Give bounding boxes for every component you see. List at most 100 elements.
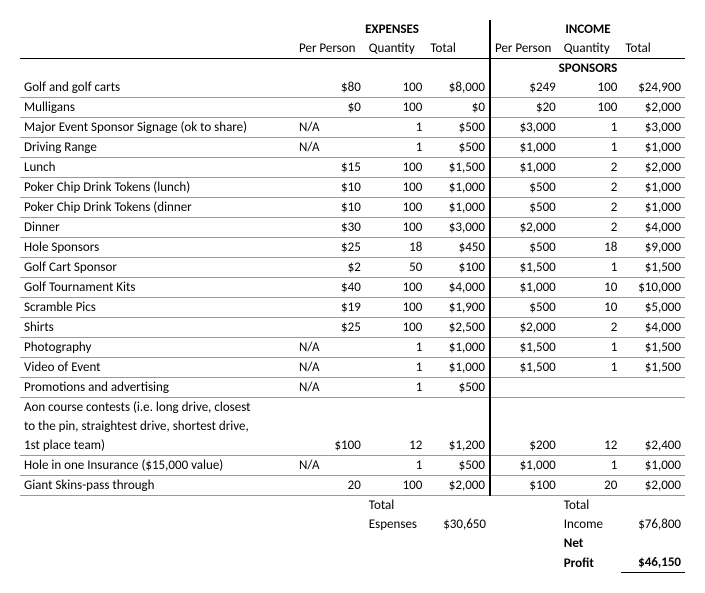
row-label: Golf and golf carts [20,78,295,98]
row-label: 1st place team) [20,436,295,456]
inc-total: $1,000 [621,138,685,158]
inc-qty: 2 [560,178,622,198]
inc-perperson: $500 [490,238,560,258]
exp-total: $1,000 [426,358,490,378]
inc-perperson: $1,000 [490,456,560,476]
inc-qty: 100 [560,78,622,98]
exp-perperson: N/A [295,456,365,476]
row-label: Dinner [20,218,295,238]
row-label: to the pin, straightest drive, shortest … [20,417,295,436]
total-inc-value: $76,800 [621,515,685,534]
net-line2: Profit $46,150 [20,553,685,573]
col-perperson-i: Per Person [490,39,560,59]
table-row: Hole in one Insurance ($15,000 value)N/A… [20,456,685,476]
row-label: Hole in one Insurance ($15,000 value) [20,456,295,476]
table-row: Video of EventN/A1$1,000$1,5001$1,500 [20,358,685,378]
exp-total: $500 [426,378,490,398]
exp-total: $1,000 [426,338,490,358]
exp-qty: 100 [365,218,427,238]
row-label: Aon course contests (i.e. long drive, cl… [20,398,295,418]
col-total-i: Total [621,39,685,59]
inc-qty: 20 [560,476,622,496]
budget-table: EXPENSES INCOME Per Person Quantity Tota… [20,20,685,573]
exp-perperson: $10 [295,178,365,198]
row-label: Major Event Sponsor Signage (ok to share… [20,118,295,138]
exp-perperson: $19 [295,298,365,318]
inc-perperson: $500 [490,198,560,218]
inc-total: $1,500 [621,338,685,358]
table-row: Poker Chip Drink Tokens (lunch)$10100$1,… [20,178,685,198]
inc-total: $2,000 [621,476,685,496]
inc-total: $4,000 [621,318,685,338]
inc-total: $4,000 [621,218,685,238]
exp-perperson: $10 [295,198,365,218]
exp-perperson: $30 [295,218,365,238]
exp-qty: 100 [365,78,427,98]
inc-qty: 10 [560,278,622,298]
col-total-e: Total [426,39,490,59]
inc-total [621,417,685,436]
row-label: Hole Sponsors [20,238,295,258]
exp-perperson: N/A [295,118,365,138]
exp-qty: 1 [365,118,427,138]
exp-perperson: $15 [295,158,365,178]
exp-total: $8,000 [426,78,490,98]
exp-total: $3,000 [426,218,490,238]
inc-total: $24,900 [621,78,685,98]
table-row: Giant Skins-pass through20100$2,000$1002… [20,476,685,496]
table-row: Shirts$25100$2,500$2,0002$4,000 [20,318,685,338]
table-row: Aon course contests (i.e. long drive, cl… [20,398,685,418]
inc-qty: 100 [560,98,622,118]
exp-total: $4,000 [426,278,490,298]
exp-qty: 100 [365,98,427,118]
exp-total: $450 [426,238,490,258]
inc-qty [560,378,622,398]
sponsors-header: SPONSORS [490,59,685,79]
exp-total: $2,500 [426,318,490,338]
inc-total: $1,000 [621,198,685,218]
exp-perperson: $25 [295,318,365,338]
net-label1: Net [560,534,622,553]
table-row: PhotographyN/A1$1,000$1,5001$1,500 [20,338,685,358]
group-header-row: EXPENSES INCOME [20,20,685,39]
exp-qty [365,417,427,436]
inc-perperson: $100 [490,476,560,496]
exp-perperson: N/A [295,378,365,398]
exp-total: $500 [426,118,490,138]
table-row: Scramble Pics$19100$1,900$50010$5,000 [20,298,685,318]
exp-total [426,398,490,418]
row-label: Poker Chip Drink Tokens (lunch) [20,178,295,198]
table-row: Golf Tournament Kits$40100$4,000$1,00010… [20,278,685,298]
exp-total: $2,000 [426,476,490,496]
exp-qty: 50 [365,258,427,278]
row-label: Lunch [20,158,295,178]
exp-qty: 18 [365,238,427,258]
inc-qty: 12 [560,436,622,456]
exp-perperson: N/A [295,358,365,378]
exp-qty: 12 [365,436,427,456]
inc-perperson: $2,000 [490,318,560,338]
net-line1: Net [20,534,685,553]
inc-qty: 1 [560,138,622,158]
exp-perperson: $80 [295,78,365,98]
exp-perperson: 20 [295,476,365,496]
column-header-row: Per Person Quantity Total Per Person Qua… [20,39,685,59]
row-label: Mulligans [20,98,295,118]
net-value: $46,150 [621,553,685,573]
col-quantity-i: Quantity [560,39,622,59]
inc-total [621,398,685,418]
inc-total: $1,500 [621,258,685,278]
table-row: Lunch$15100$1,500$1,0002$2,000 [20,158,685,178]
exp-qty: 100 [365,298,427,318]
inc-total: $9,000 [621,238,685,258]
exp-perperson: N/A [295,138,365,158]
row-label: Scramble Pics [20,298,295,318]
inc-perperson [490,398,560,418]
exp-qty [365,398,427,418]
col-perperson-e: Per Person [295,39,365,59]
exp-perperson: $40 [295,278,365,298]
exp-perperson: $25 [295,238,365,258]
inc-perperson: $1,500 [490,258,560,278]
inc-qty [560,398,622,418]
table-row: Dinner$30100$3,000$2,0002$4,000 [20,218,685,238]
